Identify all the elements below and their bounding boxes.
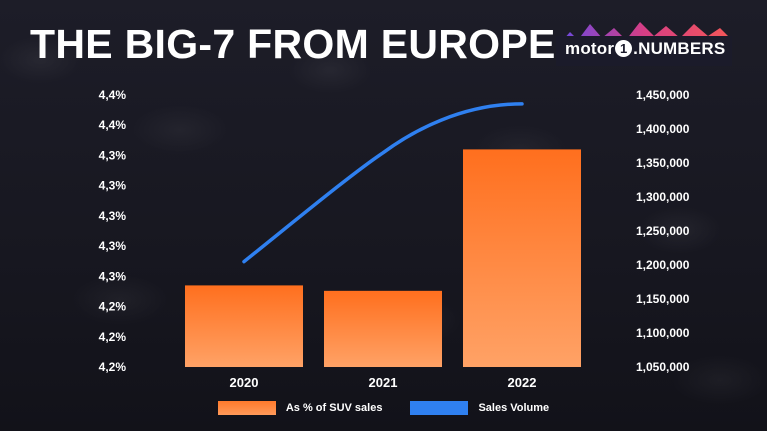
- line-series: [242, 102, 524, 264]
- y-left-tick-label: 4,3%: [99, 269, 127, 283]
- legend-swatch-bar: [217, 401, 276, 415]
- y-right-tick-label: 1,450,000: [636, 88, 690, 102]
- legend: As % of SUV sales Sales Volume: [0, 398, 767, 418]
- y-right-tick-label: 1,200,000: [636, 258, 690, 272]
- y-right-tick-label: 1,250,000: [636, 224, 690, 238]
- y-right-tick-label: 1,400,000: [636, 122, 690, 136]
- y-left-tick-label: 4,2%: [99, 300, 127, 314]
- x-tick-label: 2022: [508, 375, 537, 390]
- y-left-tick-label: 4,3%: [99, 179, 127, 193]
- x-tick-label: 2020: [230, 375, 259, 390]
- motor1-numbers-logo: motor 1 .NUMBERS: [556, 18, 732, 66]
- y-left-tick-label: 4,3%: [99, 239, 127, 253]
- legend-item-sales-volume: Sales Volume: [410, 401, 549, 415]
- x-axis: 2020 2021 2022: [230, 375, 537, 390]
- y-right-tick-label: 1,050,000: [636, 360, 690, 374]
- logo-text: motor 1 .NUMBERS: [565, 39, 726, 58]
- legend-item-suv-share: As % of SUV sales: [217, 401, 382, 415]
- bar-2022: [463, 149, 581, 367]
- y-left-tick-label: 4,4%: [99, 118, 127, 132]
- y-right-tick-label: 1,150,000: [636, 292, 690, 306]
- y-right-tick-label: 1,100,000: [636, 326, 690, 340]
- page-title: THE BIG-7 FROM EUROPE: [30, 21, 556, 67]
- bar-2021: [324, 290, 442, 367]
- y-left-tick-label: 4,3%: [99, 209, 127, 223]
- y-right-tick-label: 1,300,000: [636, 190, 690, 204]
- y-left-tick-label: 4,3%: [99, 148, 127, 162]
- bar-2020: [185, 285, 303, 367]
- y-axis-left: 4,2% 4,2% 4,2% 4,3% 4,3% 4,3% 4,3% 4,3% 4,4% 4,4%: [99, 88, 127, 374]
- y-axis-right: 1,050,000 1,100,000 1,150,000 1,200,000 1,25…: [636, 88, 690, 374]
- sales-volume-line: [242, 102, 524, 264]
- y-left-tick-label: 4,4%: [99, 88, 127, 102]
- y-left-tick-label: 4,2%: [99, 360, 127, 374]
- bar-series: [185, 149, 581, 367]
- logo-one-badge: 1: [615, 40, 633, 57]
- mountain-graph-icon: [556, 22, 732, 66]
- x-tick-label: 2021: [369, 375, 398, 390]
- legend-swatch-line: [410, 401, 469, 415]
- y-left-tick-label: 4,2%: [99, 330, 127, 344]
- y-right-tick-label: 1,350,000: [636, 156, 690, 170]
